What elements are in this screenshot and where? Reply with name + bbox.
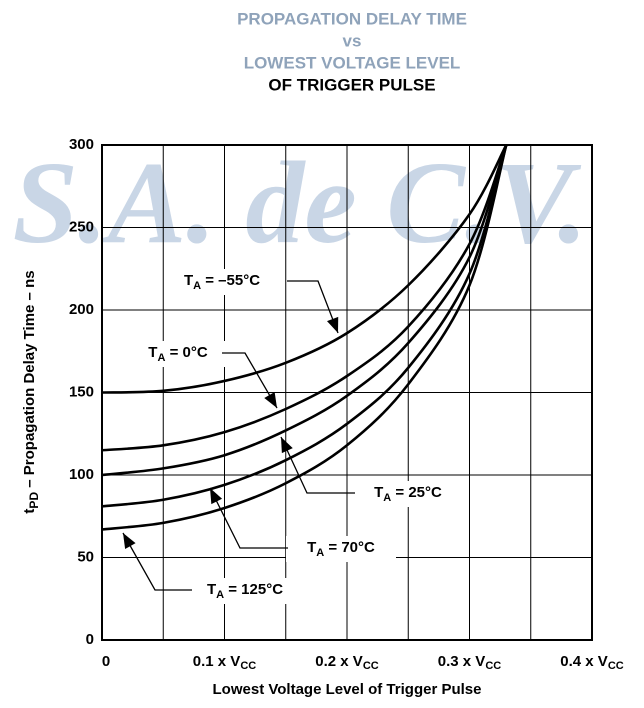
x-tick-label-sub: CC <box>608 660 624 672</box>
y-axis-title: tPD – Propagation Delay Time – ns <box>21 270 41 513</box>
arrowhead <box>210 488 223 505</box>
annotation-text: = 125°C <box>224 581 283 598</box>
annotation-symbol: T <box>307 539 316 556</box>
curve <box>102 144 508 452</box>
y-tick-label: 100 <box>69 466 94 483</box>
x-tick-label-text: 0.1 x V <box>193 653 241 670</box>
annotation-symbol: T <box>184 272 193 289</box>
chart-title: LOWEST VOLTAGE LEVEL <box>244 53 461 72</box>
leader-line <box>122 532 192 591</box>
x-tick-label: 0 <box>102 653 110 670</box>
arrowhead <box>264 392 277 408</box>
arrowhead <box>281 437 293 454</box>
curve <box>102 144 508 531</box>
annotation-text: = –55°C <box>201 272 260 289</box>
annotation-text: = 70°C <box>324 539 375 556</box>
y-tick-label: 250 <box>69 218 94 235</box>
x-tick-label: 0.2 x VCC <box>315 653 378 672</box>
annotation: TA = 25°C <box>374 484 442 504</box>
annotation-bg <box>167 269 277 295</box>
curve <box>102 144 508 508</box>
x-tick-label: 0.3 x VCC <box>438 653 501 672</box>
annotation: TA = 125°C <box>207 581 283 601</box>
chart-title: PROPAGATION DELAY TIME <box>237 9 467 28</box>
curve <box>102 144 508 394</box>
annotation: TA = 70°C <box>307 539 375 559</box>
x-tick-label-text: 0.2 x V <box>315 653 363 670</box>
y-tick-label: 0 <box>86 631 94 648</box>
annotation-bg <box>123 341 233 367</box>
arrowhead <box>123 533 136 550</box>
y-tick-label: 300 <box>69 136 94 153</box>
x-tick-label-sub: CC <box>240 660 256 672</box>
arrowhead <box>327 316 339 333</box>
annotation-sub: A <box>193 280 201 292</box>
annotation-bg <box>286 536 396 562</box>
annotation-text: = 0°C <box>165 344 207 361</box>
annotation-bg <box>190 578 300 604</box>
y-tick-label: 200 <box>69 301 94 318</box>
annotation: TA = –55°C <box>184 272 260 292</box>
x-tick-label-sub: CC <box>485 660 501 672</box>
x-tick-label: 0.4 x VCC <box>560 653 623 672</box>
y-axis-title-text: – Propagation Delay Time – ns <box>21 270 38 491</box>
y-axis-title-sub: PD <box>27 492 41 509</box>
annotation-bg <box>353 481 463 507</box>
annotation-symbol: T <box>374 484 383 501</box>
annotation-symbol: T <box>148 344 157 361</box>
y-tick-label: 50 <box>77 548 94 565</box>
annotation-sub: A <box>157 352 165 364</box>
annotation-sub: A <box>383 492 391 504</box>
chart-title: OF TRIGGER PULSE <box>268 75 435 94</box>
annotation-text: = 25°C <box>391 484 442 501</box>
x-tick-label-text: 0.4 x V <box>560 653 608 670</box>
x-tick-label-text: 0.3 x V <box>438 653 486 670</box>
leader-line <box>287 280 339 334</box>
x-tick-label-sub: CC <box>363 660 379 672</box>
y-axis-title-symbol: t <box>21 509 38 514</box>
annotation-sub: A <box>216 589 224 601</box>
annotation: TA = 0°C <box>148 344 208 364</box>
annotation-sub: A <box>316 547 324 559</box>
x-tick-label: 0.1 x VCC <box>193 653 256 672</box>
chart-title: vs <box>343 31 362 50</box>
leader-line <box>280 436 355 494</box>
curve <box>102 144 508 477</box>
x-axis-title: Lowest Voltage Level of Trigger Pulse <box>213 681 482 698</box>
y-tick-label: 150 <box>69 383 94 400</box>
leader-line <box>209 487 288 549</box>
leader-line <box>222 352 278 409</box>
annotation-symbol: T <box>207 581 216 598</box>
